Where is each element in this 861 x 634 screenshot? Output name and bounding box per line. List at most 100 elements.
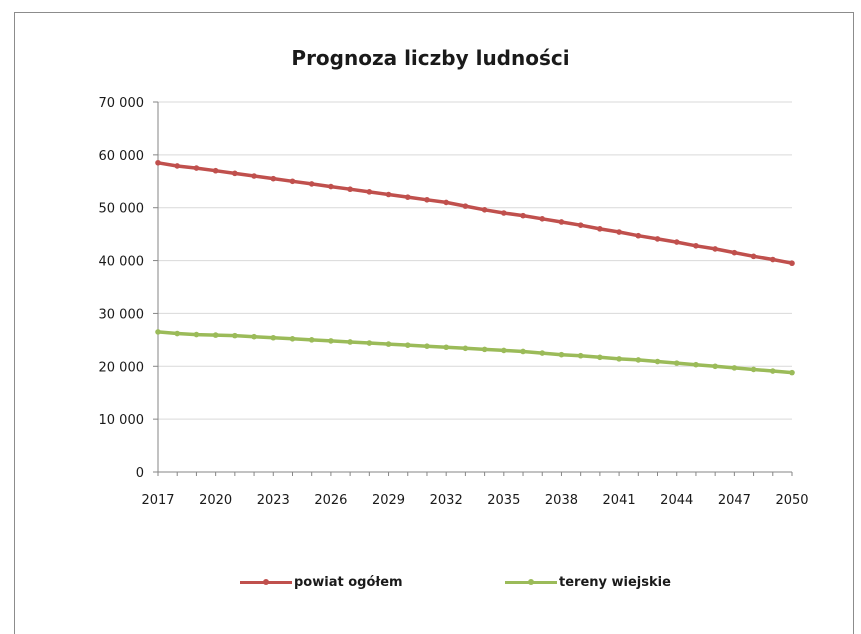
y-tick-label: 60 000	[99, 149, 145, 164]
data-point	[750, 366, 757, 373]
x-tick-label: 2032	[430, 493, 463, 508]
data-point	[673, 239, 680, 245]
data-point	[232, 170, 238, 177]
y-tick-label: 50 000	[99, 202, 145, 217]
data-point	[539, 216, 546, 222]
data-point	[174, 163, 181, 169]
data-point	[597, 226, 603, 232]
data-point	[328, 338, 334, 344]
y-tick-label: 70 000	[99, 96, 145, 111]
data-point	[270, 334, 277, 341]
legend-item-tereny: tereny wiejskie	[505, 571, 671, 593]
data-point	[308, 181, 315, 187]
data-point	[654, 236, 661, 242]
data-point	[366, 340, 373, 346]
data-point	[404, 342, 411, 348]
x-tick-label: 2035	[487, 493, 520, 508]
data-point	[212, 332, 219, 338]
legend-swatch-powiat	[240, 580, 292, 584]
data-point	[558, 219, 565, 225]
y-tick-label: 30 000	[99, 307, 145, 322]
data-point	[577, 222, 584, 228]
data-point	[712, 246, 718, 252]
data-point	[232, 332, 238, 339]
data-point	[635, 232, 642, 239]
data-point	[328, 183, 334, 190]
x-tick-label: 2050	[775, 493, 808, 508]
series	[155, 159, 795, 376]
y-tick-label: 20 000	[99, 360, 145, 375]
data-point	[731, 365, 738, 371]
data-point	[443, 199, 449, 206]
data-point	[308, 337, 315, 343]
legend-swatch-tereny	[505, 580, 557, 584]
x-tick-label: 2044	[660, 493, 693, 508]
data-point	[212, 167, 219, 174]
x-tick-label: 2029	[372, 493, 405, 508]
data-point	[347, 339, 353, 345]
data-point	[366, 189, 373, 195]
data-point	[385, 341, 392, 347]
data-point	[616, 356, 622, 362]
data-point	[789, 260, 795, 267]
data-point	[155, 329, 161, 335]
data-point	[251, 333, 257, 340]
data-point	[251, 173, 257, 179]
data-point	[481, 346, 488, 353]
legend-item-powiat: powiat ogółem	[240, 571, 403, 593]
x-tick-label: 2026	[314, 493, 347, 508]
data-point	[520, 212, 526, 219]
x-tick-label: 2038	[545, 493, 578, 508]
chart-title: Prognoza liczby ludności	[291, 46, 570, 70]
data-point	[597, 354, 603, 361]
data-point	[789, 369, 795, 376]
data-point	[539, 350, 546, 356]
data-point	[750, 253, 757, 260]
data-point	[289, 178, 296, 185]
data-point	[577, 352, 584, 359]
data-point	[616, 229, 622, 235]
data-point	[193, 331, 200, 338]
data-point	[712, 363, 718, 370]
series-line-1	[156, 161, 794, 265]
data-point	[462, 203, 469, 209]
data-point	[520, 348, 526, 355]
series-line-2	[156, 330, 794, 375]
gridlines	[158, 101, 792, 420]
data-point	[558, 351, 565, 358]
data-point	[501, 210, 507, 216]
data-point	[654, 358, 661, 365]
data-point	[769, 256, 776, 263]
y-tick-label: 10 000	[99, 413, 145, 428]
x-tick-label: 2041	[603, 493, 636, 508]
data-point	[673, 360, 680, 366]
chart-frame	[14, 12, 854, 634]
axes	[153, 101, 793, 476]
data-point	[289, 336, 296, 342]
legend-label-powiat: powiat ogółem	[294, 574, 403, 590]
data-point	[270, 175, 277, 182]
data-point	[693, 361, 699, 368]
data-point	[385, 191, 392, 198]
data-point	[174, 330, 181, 337]
x-axis-ticks: 2017 2020 2023 2026 2029 2032 2035 2038 2041 2044…	[141, 493, 808, 508]
x-tick-label: 2017	[141, 493, 174, 508]
data-point	[404, 194, 411, 200]
data-point	[424, 343, 430, 350]
y-tick-label: 0	[136, 466, 144, 481]
data-point	[501, 347, 507, 354]
legend-label-tereny: tereny wiejskie	[559, 574, 671, 590]
y-axis-ticks: 0 10 000 20 000 30 000 40 000 50 000 60 000 70 …	[99, 96, 145, 481]
data-point	[731, 249, 738, 256]
x-tick-label: 2047	[718, 493, 751, 508]
data-point	[693, 242, 699, 249]
data-point	[424, 196, 430, 203]
data-point	[481, 207, 488, 213]
y-tick-label: 40 000	[99, 255, 145, 270]
x-tick-label: 2020	[199, 493, 232, 508]
data-point	[443, 344, 449, 351]
data-point	[635, 357, 642, 363]
data-point	[347, 186, 353, 193]
data-point	[462, 345, 469, 352]
